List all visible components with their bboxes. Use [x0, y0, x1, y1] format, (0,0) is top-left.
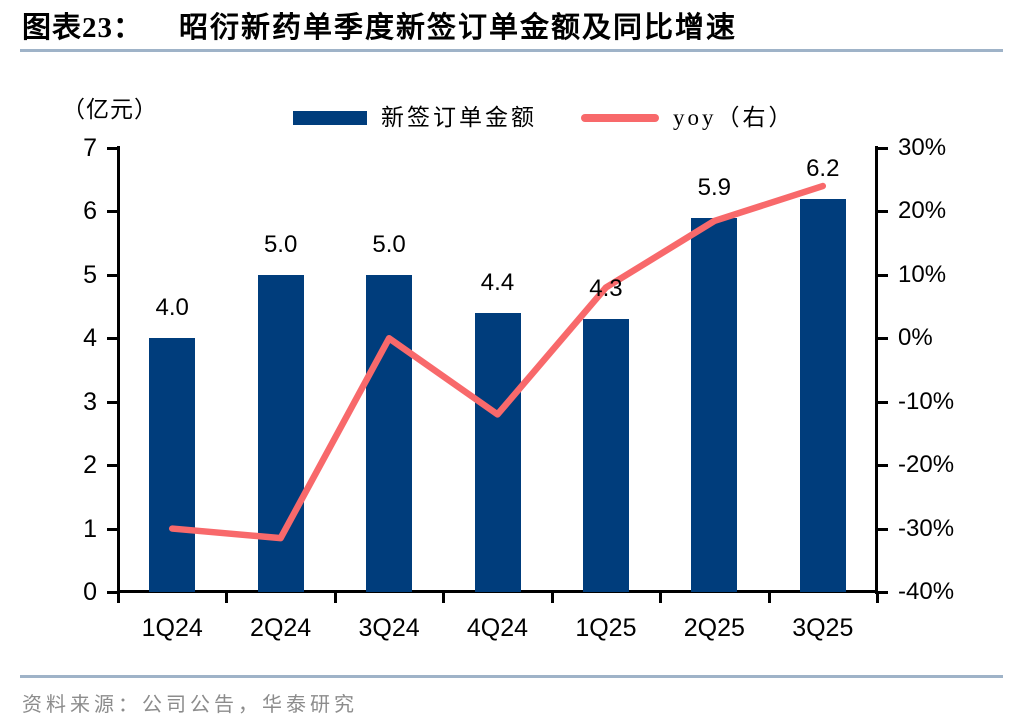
- yoy-line: [168, 182, 827, 542]
- x-axis-label-3Q25: 3Q25: [792, 614, 854, 642]
- left-axis-tick: [107, 210, 118, 214]
- left-axis-label-4: 4: [83, 324, 97, 353]
- x-axis-tick: [442, 592, 446, 603]
- right-axis-tick: [877, 527, 888, 531]
- left-axis-label-0: 0: [83, 578, 97, 606]
- x-axis-tick: [333, 592, 337, 603]
- left-axis-label-5: 5: [83, 260, 97, 289]
- left-axis-tick: [107, 400, 118, 404]
- left-axis-tick: [107, 464, 118, 468]
- left-axis-tick: [107, 147, 118, 150]
- right-axis-tick: [877, 464, 888, 468]
- x-axis-tick: [117, 592, 120, 603]
- bar-value-label-2Q24: 5.0: [263, 230, 298, 258]
- left-axis-label-2: 2: [83, 451, 97, 480]
- right-axis-label--10%: -10%: [898, 387, 955, 415]
- bar-value-label-3Q24: 5.0: [372, 230, 406, 258]
- legend-bar-swatch: [293, 111, 367, 125]
- left-axis-tick: [107, 591, 118, 594]
- x-axis-tick: [767, 592, 771, 603]
- bar-value-label-1Q25: 4.3: [589, 275, 623, 303]
- bar-4Q24: [474, 312, 521, 592]
- x-axis-tick: [225, 592, 229, 603]
- bar-value-label-1Q24: 4.0: [155, 294, 189, 322]
- legend-label-bar-series: 新签订单金额: [381, 105, 537, 130]
- right-axis-label-0%: 0%: [898, 324, 933, 352]
- plot-area: 4.0 5.0 5.0 4.4 4.3 5.9 6.2: [107, 146, 888, 603]
- figure-number-label: 图表23：: [22, 12, 144, 44]
- bar-3Q24: [366, 274, 413, 592]
- figure-title-text: 昭衍新药单季度新签订单金额及同比增速: [179, 12, 738, 44]
- right-axis-tick: [877, 273, 888, 277]
- right-axis-label-30%: 30%: [898, 134, 947, 161]
- x-axis-label-1Q24: 1Q24: [141, 614, 203, 642]
- chart-legend: 新签订单金额 yoy（右）: [293, 102, 795, 134]
- left-axis-label-1: 1: [83, 514, 97, 543]
- left-axis-tick: [107, 273, 118, 277]
- footer-divider: [20, 675, 1003, 678]
- right-axis-label--30%: -30%: [898, 514, 955, 542]
- right-axis-tick: [877, 337, 888, 341]
- right-axis-label-10%: 10%: [898, 260, 947, 288]
- bar-3Q25: [799, 198, 846, 592]
- x-axis-label-3Q24: 3Q24: [358, 614, 420, 642]
- right-axis-tick: [877, 400, 888, 404]
- title-divider: [20, 49, 1003, 52]
- left-axis-unit-label: （亿元）: [62, 97, 158, 122]
- right-axis-label--40%: -40%: [898, 578, 955, 605]
- legend-label-line-series: yoy（右）: [673, 105, 795, 130]
- left-axis-label-3: 3: [83, 387, 97, 416]
- bar-1Q25: [582, 319, 629, 592]
- left-axis-label-7: 7: [83, 134, 97, 162]
- right-axis-tick: [877, 591, 888, 594]
- left-axis-label-6: 6: [83, 197, 97, 226]
- right-axis-line: [875, 146, 878, 594]
- bar-2Q25: [691, 217, 738, 592]
- x-axis-label-2Q24: 2Q24: [250, 614, 312, 642]
- legend-line-swatch: [581, 114, 659, 122]
- bar-1Q24: [149, 338, 196, 592]
- source-note: 资料来源：公司公告，华泰研究: [22, 694, 358, 716]
- left-axis-tick: [107, 527, 118, 531]
- x-axis-label-1Q25: 1Q25: [575, 614, 637, 642]
- x-axis-label-2Q25: 2Q25: [683, 614, 745, 642]
- x-axis-tick: [550, 592, 554, 603]
- right-axis-tick: [877, 210, 888, 214]
- x-axis-label-4Q24: 4Q24: [466, 614, 529, 642]
- left-axis-line: [117, 146, 120, 594]
- right-axis-label-20%: 20%: [898, 197, 947, 225]
- left-axis-tick: [107, 337, 118, 341]
- right-axis-tick: [877, 147, 888, 150]
- right-axis-label--20%: -20%: [898, 451, 955, 479]
- bar-value-label-4Q24: 4.4: [480, 268, 515, 296]
- bar-value-label-2Q25: 5.9: [697, 173, 732, 201]
- yoy-line-path: [168, 182, 827, 542]
- x-axis-tick: [659, 592, 663, 603]
- bar-value-label-3Q25: 6.2: [806, 154, 840, 182]
- figure-title: 图表23： 昭衍新药单季度新签订单金额及同比增速: [22, 8, 1012, 48]
- x-axis-tick: [876, 592, 879, 603]
